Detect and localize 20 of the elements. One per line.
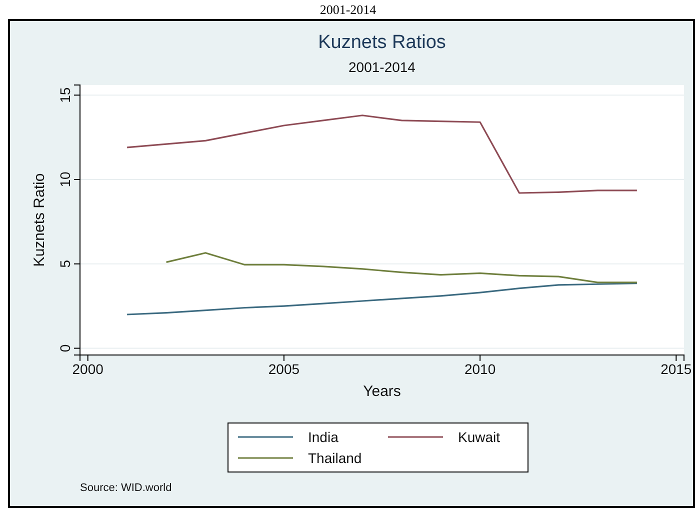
source-note: Source: WID.world [80, 482, 172, 494]
line-series [126, 282, 638, 316]
y-tick-label: 10 [57, 172, 73, 188]
x-tick-label: 2010 [464, 360, 496, 377]
x-tick-label: 2005 [268, 360, 300, 377]
legend-label: Kuwait [458, 429, 500, 445]
x-axis-title: Years [363, 383, 401, 400]
legend-label: Thailand [308, 450, 362, 466]
chart-subtitle: 2001-2014 [348, 59, 416, 75]
y-tick-label: 5 [57, 260, 73, 268]
legend-label: India [308, 429, 339, 445]
text: 2001-2014 [320, 2, 377, 17]
y-tick-label: 0 [57, 344, 73, 352]
chart-title: Kuznets Ratios [318, 32, 446, 53]
y-axis-title: Kuznets Ratio [31, 173, 48, 267]
x-tick-label: 2015 [660, 360, 692, 377]
line-series [126, 114, 638, 194]
x-tick-label: 2000 [72, 360, 104, 377]
line-series [165, 252, 638, 284]
y-tick-label: 15 [57, 87, 73, 103]
